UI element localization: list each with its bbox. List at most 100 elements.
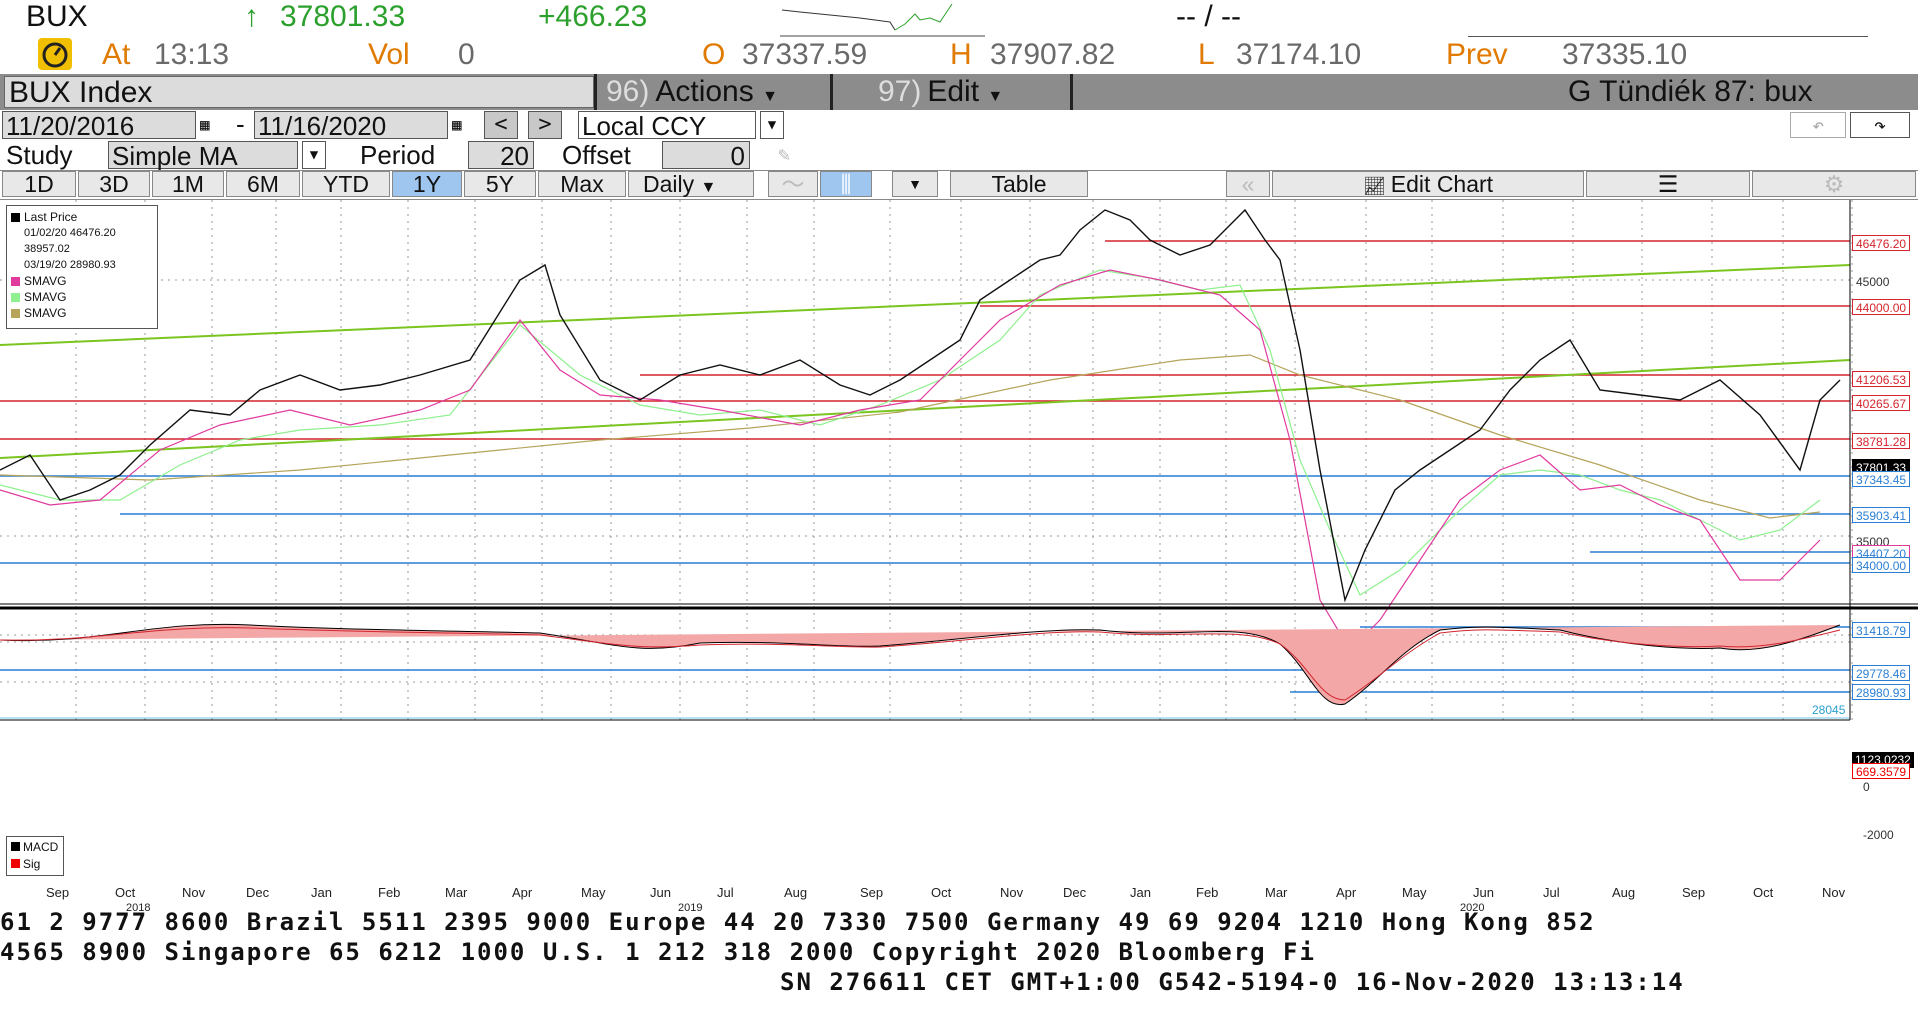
- macd-legend[interactable]: MACD Sig: [6, 836, 64, 876]
- legend-swatch: [11, 213, 20, 223]
- month-label: Jun: [1473, 885, 1494, 900]
- tab-6m[interactable]: 6M: [226, 171, 300, 197]
- bar-chart-icon[interactable]: ⫼: [820, 171, 872, 197]
- tab-ytd[interactable]: YTD: [302, 171, 390, 197]
- bid-ask-placeholder: -- / --: [1176, 0, 1241, 33]
- at-time: 13:13: [154, 38, 230, 71]
- calendar-icon[interactable]: ▦: [200, 115, 210, 134]
- undo-icon[interactable]: ↶: [1790, 112, 1846, 138]
- month-label: Jul: [717, 885, 734, 900]
- at-label: At: [102, 38, 131, 71]
- vol-value: 0: [458, 38, 475, 71]
- legend-swatch: [11, 293, 20, 303]
- tab-max[interactable]: Max: [538, 171, 626, 197]
- next-period-button[interactable]: >: [528, 111, 562, 139]
- chart-legend[interactable]: Last Price 01/02/20 46476.20 38957.02 03…: [6, 205, 158, 329]
- month-label: Feb: [378, 885, 401, 900]
- tab-1d[interactable]: 1D: [2, 171, 76, 197]
- chevron-down-icon: ▼: [987, 88, 1004, 105]
- macd-axis-label: 0: [1863, 780, 1870, 794]
- legend-last-price: Last Price: [24, 210, 78, 224]
- price-axis-label: 41206.53: [1852, 371, 1911, 387]
- edit-num: 97): [878, 75, 922, 108]
- month-label: Mar: [445, 885, 468, 900]
- chevron-down-icon[interactable]: ▼: [302, 141, 326, 169]
- prev-period-button[interactable]: <: [484, 111, 518, 139]
- edit-chart-label: Edit Chart: [1390, 171, 1494, 197]
- month-label: Dec: [246, 885, 270, 900]
- price-axis-label: 29778.46: [1852, 665, 1911, 681]
- high-value: 37907.82: [990, 38, 1116, 71]
- month-label: Jan: [1130, 885, 1151, 900]
- actions-menu[interactable]: 96) Actions ▼: [606, 74, 826, 110]
- open-label: O: [702, 38, 726, 71]
- date-dash: -: [236, 109, 245, 139]
- chevron-down-icon[interactable]: ▼: [760, 111, 784, 139]
- security-field[interactable]: BUX Index: [4, 76, 594, 109]
- toolbar-separator: [1070, 74, 1073, 110]
- edit-chart-button[interactable]: 📈︎ Edit Chart: [1272, 171, 1584, 197]
- price-axis-label: 45000: [1856, 275, 1890, 289]
- month-label: Dec: [1063, 885, 1087, 900]
- gear-icon[interactable]: ⚙: [1752, 171, 1916, 197]
- legend-swatch: [11, 309, 20, 319]
- line-chart-icon[interactable]: 〜: [768, 171, 818, 197]
- month-label: Jun: [650, 885, 671, 900]
- edit-chart-icon: 📈︎: [1362, 176, 1391, 196]
- month-label: Oct: [1753, 885, 1774, 900]
- study-label: Study: [6, 140, 73, 170]
- low-label: L: [1198, 38, 1215, 71]
- edit-menu[interactable]: 97) Edit ▼: [878, 74, 1058, 110]
- chevron-down-icon[interactable]: ▼: [892, 171, 938, 197]
- frequency-select[interactable]: Daily ▼: [628, 171, 754, 197]
- period-label: Period: [360, 140, 436, 170]
- period-input[interactable]: 20: [468, 141, 534, 170]
- annotation-icon[interactable]: ☰: [1586, 171, 1750, 197]
- macd-axis-label: -2000: [1863, 828, 1894, 842]
- vol-label: Vol: [368, 38, 410, 71]
- pen-icon[interactable]: ✎: [778, 142, 791, 166]
- price-axis-label: 28045: [1812, 703, 1846, 717]
- chevron-down-icon: ▼: [762, 88, 778, 105]
- tab-1y[interactable]: 1Y: [392, 171, 462, 197]
- status-line: SN 276611 CET GMT+1:00 G542-5194-0 16-No…: [780, 968, 1685, 996]
- month-label: Sep: [860, 885, 884, 900]
- currency-select[interactable]: Local CCY: [578, 111, 756, 140]
- tab-1m[interactable]: 1M: [152, 171, 224, 197]
- legend-swatch: [11, 277, 20, 287]
- year-label: 2018: [126, 902, 151, 914]
- price-axis-label: 37343.45: [1852, 471, 1911, 487]
- offset-input[interactable]: 0: [662, 141, 750, 170]
- table-button[interactable]: Table: [950, 171, 1088, 197]
- up-arrow-icon: ↑: [244, 0, 259, 33]
- month-label: Oct: [115, 885, 136, 900]
- frequency-label: Daily: [643, 171, 695, 197]
- header-divider: [1468, 36, 1868, 37]
- end-date-field[interactable]: 11/16/2020: [254, 111, 448, 140]
- month-label: Jan: [311, 885, 332, 900]
- price-chart[interactable]: [0, 200, 1918, 890]
- legend-low: 03/19/20 28980.93: [24, 259, 116, 271]
- actions-label: Actions: [655, 75, 754, 108]
- ticker-label: BUX: [26, 0, 88, 33]
- month-label: Apr: [1336, 885, 1357, 900]
- start-date-field[interactable]: 11/20/2016: [2, 111, 196, 140]
- tab-3d[interactable]: 3D: [78, 171, 150, 197]
- edit-label: Edit: [927, 75, 980, 108]
- prev-value: 37335.10: [1562, 38, 1688, 71]
- speedometer-icon[interactable]: [38, 38, 72, 70]
- month-label: Nov: [1000, 885, 1024, 900]
- month-label: May: [581, 885, 606, 900]
- macd-axis-label: 669.3579: [1852, 763, 1911, 779]
- study-select[interactable]: Simple MA: [108, 141, 298, 170]
- user-label: G Tündiék 87: bux: [1568, 74, 1813, 110]
- ticker-line-2: 4565 8900 Singapore 65 6212 1000 U.S. 1 …: [0, 938, 1316, 966]
- collapse-icon[interactable]: «: [1226, 171, 1270, 197]
- redo-icon[interactable]: ↷: [1850, 112, 1910, 138]
- calendar-icon[interactable]: ▦: [452, 115, 462, 134]
- low-value: 37174.10: [1236, 38, 1362, 71]
- legend-smavg-3: SMAVG: [24, 306, 67, 320]
- price-axis-label: 28980.93: [1852, 684, 1911, 700]
- tab-5y[interactable]: 5Y: [464, 171, 536, 197]
- month-label: May: [1402, 885, 1427, 900]
